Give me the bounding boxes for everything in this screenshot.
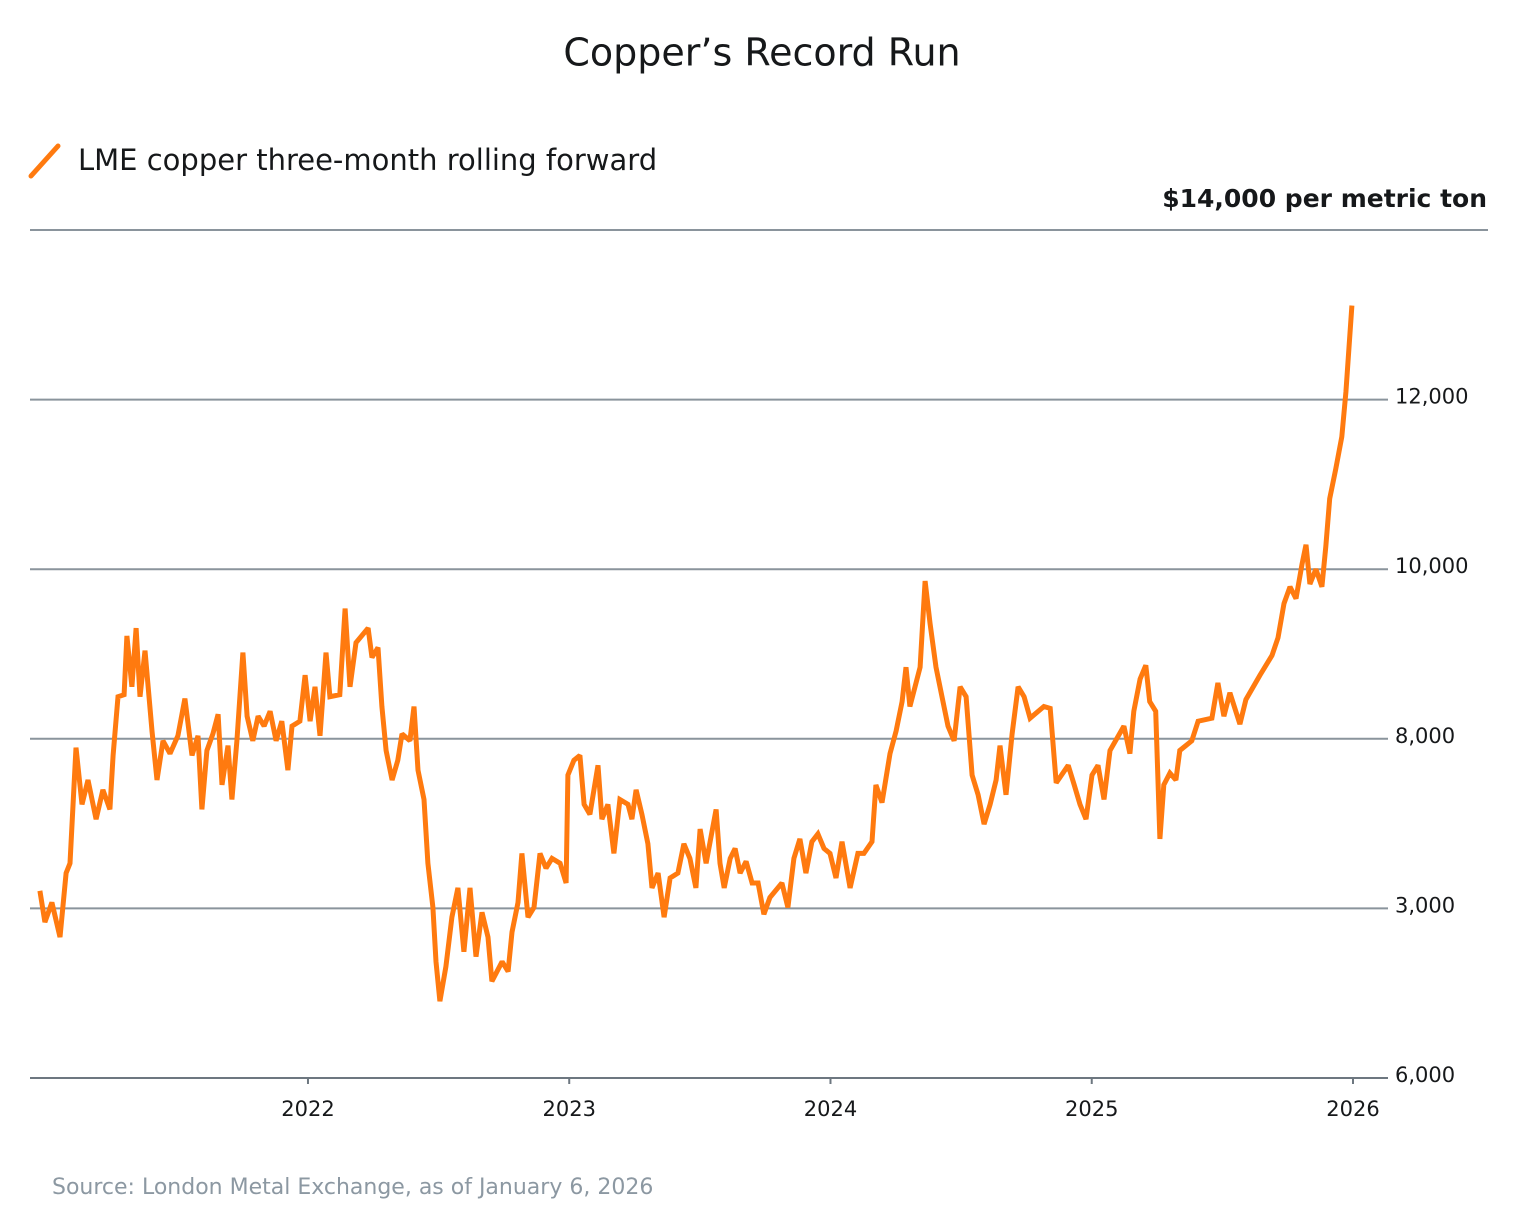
x-tick-label: 2023 xyxy=(543,1097,596,1121)
x-tick-label: 2026 xyxy=(1326,1097,1379,1121)
chart-title: Copper’s Record Run xyxy=(563,31,960,75)
y-tick-label: 6,000 xyxy=(1395,1063,1455,1087)
data-line xyxy=(37,305,1355,1002)
y-tick-label: 10,000 xyxy=(1395,554,1468,578)
y-tick-label: 12,000 xyxy=(1395,385,1468,409)
y-tick-label: 8,000 xyxy=(1395,724,1455,748)
y-axis-unit-label: $14,000 per metric ton xyxy=(1162,184,1487,213)
legend-label: LME copper three-month rolling forward xyxy=(78,143,657,177)
x-tick-label: 2022 xyxy=(281,1097,334,1121)
y-tick-label: 3,000 xyxy=(1395,893,1455,917)
legend-swatch xyxy=(28,143,61,179)
x-tick-label: 2024 xyxy=(804,1097,857,1121)
x-tick-label: 2025 xyxy=(1065,1097,1118,1121)
source-note: Source: London Metal Exchange, as of Jan… xyxy=(52,1175,653,1200)
